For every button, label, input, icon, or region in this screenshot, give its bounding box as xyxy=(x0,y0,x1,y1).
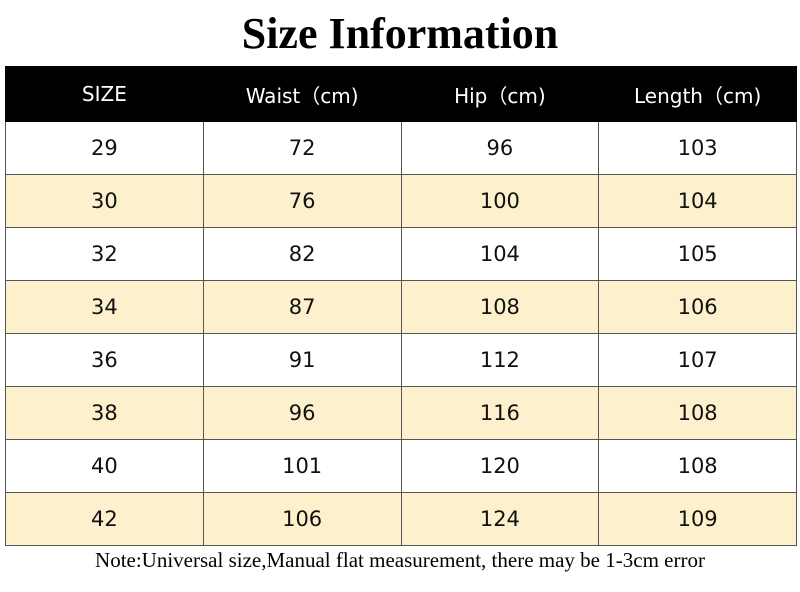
table-cell: 42 xyxy=(5,492,204,546)
table-cell: 107 xyxy=(598,333,797,387)
table-cell: 104 xyxy=(400,227,600,281)
table-cell: 96 xyxy=(400,121,600,175)
table-cell: 108 xyxy=(598,439,797,493)
table-cell: 108 xyxy=(598,386,797,440)
table-cell: 116 xyxy=(400,386,600,440)
table-row: 38 96 116 108 xyxy=(5,386,797,440)
table-row: 32 82 104 105 xyxy=(5,227,797,281)
table-cell: 91 xyxy=(202,333,402,387)
table-row: 30 76 100 104 xyxy=(5,174,797,228)
table-row: 29 72 96 103 xyxy=(5,121,797,175)
table-cell: 72 xyxy=(202,121,402,175)
table-cell: 32 xyxy=(5,227,204,281)
header-row: SIZE Waist（cm) Hip（cm) Length（cm) xyxy=(5,66,797,122)
table-cell: 96 xyxy=(202,386,402,440)
table-cell: 87 xyxy=(202,280,402,334)
column-header: Waist（cm) xyxy=(202,66,402,122)
table-row: 40 101 120 108 xyxy=(5,439,797,493)
table-cell: 38 xyxy=(5,386,204,440)
table-cell: 82 xyxy=(202,227,402,281)
table-cell: 34 xyxy=(5,280,204,334)
table-cell: 103 xyxy=(598,121,797,175)
column-header: Length（cm) xyxy=(598,66,797,122)
table-row: 42 106 124 109 xyxy=(5,492,797,546)
table-cell: 100 xyxy=(400,174,600,228)
table-cell: 108 xyxy=(400,280,600,334)
title: Size Information xyxy=(241,9,559,58)
table-cell: 106 xyxy=(202,492,402,546)
table-cell: 76 xyxy=(202,174,402,228)
column-header: SIZE xyxy=(5,66,204,122)
table-cell: 40 xyxy=(5,439,204,493)
table-cell: 120 xyxy=(400,439,600,493)
table-cell: 29 xyxy=(5,121,204,175)
size-table: SIZE Waist（cm) Hip（cm) Length（cm) 29 72 96 103 3… xyxy=(5,66,797,546)
table-cell: 30 xyxy=(5,174,204,228)
table-cell: 105 xyxy=(598,227,797,281)
table-cell: 109 xyxy=(598,492,797,546)
table-cell: 124 xyxy=(400,492,600,546)
table-cell: 112 xyxy=(400,333,600,387)
table-cell: 101 xyxy=(202,439,402,493)
table-cell: 104 xyxy=(598,174,797,228)
table-cell: 36 xyxy=(5,333,204,387)
table-row: 34 87 108 106 xyxy=(5,280,797,334)
note: Note:Universal size,Manual flat measurem… xyxy=(95,548,705,572)
table-cell: 106 xyxy=(598,280,797,334)
table-row: 36 91 112 107 xyxy=(5,333,797,387)
column-header: Hip（cm) xyxy=(400,66,600,122)
